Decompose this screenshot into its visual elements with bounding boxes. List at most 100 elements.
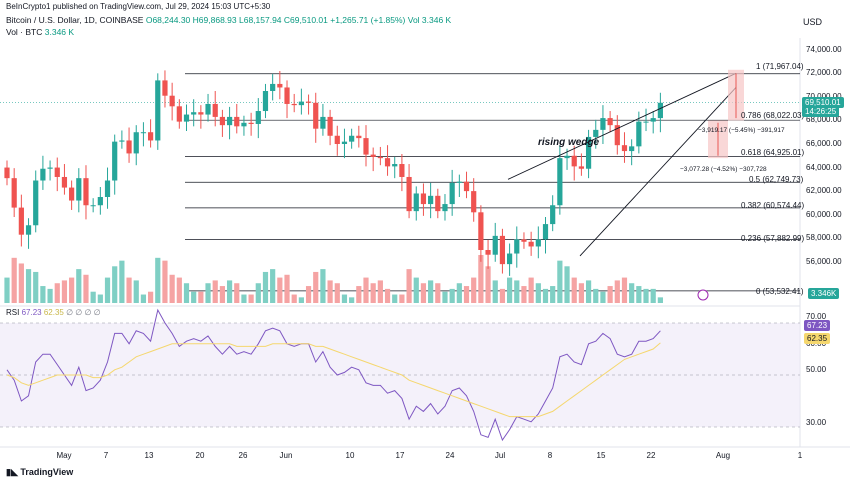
volume-bar — [406, 269, 412, 303]
candle-body — [76, 178, 82, 201]
candle-body — [442, 204, 448, 212]
volume-bar — [226, 280, 233, 303]
volume-badge: 3.346K — [808, 288, 840, 299]
rsi-ma-value: 62.35 — [43, 308, 64, 317]
volume-bar — [435, 283, 441, 303]
candle-body — [621, 145, 628, 152]
price-tick: 68,000.00 — [806, 115, 842, 125]
measure-label-1: −3,919.17 (−5.45%) −391,917 — [698, 127, 785, 134]
rsi-ma-line — [6, 342, 661, 418]
volume-bar — [277, 277, 283, 303]
candle-body — [205, 103, 211, 115]
time-tick: May — [56, 451, 72, 460]
candle-body — [643, 121, 649, 123]
volume-bar — [148, 291, 154, 303]
time-tick: 8 — [547, 451, 553, 460]
candle-body — [119, 140, 125, 142]
fib-label-0618: 0.618 (64,925.01) — [741, 148, 805, 157]
volume-bar — [305, 286, 312, 303]
price-tick: 62,000.00 — [806, 186, 842, 196]
volume-bar — [463, 286, 470, 303]
volume-bar — [399, 294, 405, 303]
candle-body — [11, 178, 17, 208]
volume-bar — [313, 271, 319, 303]
time-tick: 22 — [646, 451, 656, 460]
candle-body — [277, 83, 283, 88]
volume-bar — [298, 297, 304, 303]
candle-body — [305, 101, 312, 103]
volume-bar — [291, 294, 297, 303]
volume-bar — [255, 283, 261, 303]
price-tick: 64,000.00 — [806, 162, 842, 172]
volume-bar — [420, 283, 427, 303]
candle-body — [363, 138, 369, 155]
volume-bar — [621, 277, 628, 303]
volume-bar — [90, 291, 96, 303]
candle-body — [600, 118, 606, 130]
volume-bar — [585, 280, 592, 303]
candle-body — [492, 235, 498, 255]
volume-bar — [47, 288, 53, 303]
candle-body — [507, 253, 513, 265]
ohlc-legend[interactable]: Bitcoin / U.S. Dollar, 1D, COINBASE O68,… — [6, 15, 451, 25]
volume-bar — [234, 283, 240, 303]
volume-bar — [61, 280, 68, 303]
time-tick: 17 — [395, 451, 405, 460]
time-tick: 15 — [596, 451, 606, 460]
symbol-name[interactable]: Bitcoin / U.S. Dollar, 1D, COINBASE — [6, 15, 144, 25]
low-value: L68,157.94 — [238, 15, 282, 25]
volume-bar — [349, 297, 355, 303]
candle-body — [176, 106, 182, 122]
candle-body — [392, 164, 398, 167]
fib-label-05: 0.5 (62,749.73) — [749, 175, 804, 184]
volume-bar — [248, 294, 254, 303]
candle-body — [33, 180, 39, 226]
candle-body — [133, 132, 139, 154]
candle-body — [169, 95, 175, 107]
volume-bar — [212, 280, 218, 303]
fib-label-0786: 0.786 (68,022.03) — [741, 111, 805, 120]
volume-bar — [428, 280, 434, 303]
candle-body — [140, 132, 147, 134]
volume-bar — [11, 257, 17, 303]
candle-body — [183, 114, 190, 122]
candle-body — [593, 129, 599, 137]
candle-body — [327, 116, 333, 136]
rsi-tick: 50.00 — [806, 365, 827, 374]
rsi-tick: 30.00 — [806, 418, 827, 427]
volume-bar — [478, 255, 484, 303]
candle-body — [155, 80, 161, 141]
volume-bar — [191, 291, 197, 303]
candle-body — [18, 207, 24, 235]
volume-bar — [119, 260, 125, 303]
tradingview-logo[interactable]: ▮◣ TradingView — [6, 467, 73, 478]
volume-bar — [384, 288, 391, 303]
candle-body — [40, 168, 46, 181]
volume-bar — [485, 266, 491, 303]
volume-bar — [363, 277, 369, 303]
candle-body — [650, 118, 656, 122]
price-tick: 74,000.00 — [806, 44, 842, 54]
volume-bar — [657, 297, 663, 303]
volume-bar — [4, 277, 10, 303]
currency-label[interactable]: USD — [802, 17, 822, 27]
candle-body — [428, 195, 434, 205]
volume-inline: Vol 3.346 K — [407, 15, 452, 25]
volume-bar — [392, 294, 398, 303]
time-tick: 24 — [445, 451, 455, 460]
rsi-badge: 67.23 — [804, 320, 831, 331]
volume-bar — [126, 277, 132, 303]
fib-label-0: 0 (53,532.41) — [756, 287, 804, 296]
close-value: C69,510.01 — [283, 15, 328, 25]
volume-bar — [241, 294, 247, 303]
candle-body — [4, 167, 10, 179]
candle-body — [471, 191, 477, 213]
fib-label-0236: 0.236 (57,882.99) — [741, 234, 805, 243]
candle-body — [528, 241, 534, 247]
volume-legend[interactable]: Vol · BTC 3.346 K — [6, 27, 74, 37]
time-tick: 10 — [345, 451, 355, 460]
candle-body — [212, 103, 218, 117]
rsi-legend[interactable]: RSI 67.23 62.35 ∅ ∅ ∅ ∅ — [6, 308, 101, 317]
candle-body — [435, 195, 441, 212]
